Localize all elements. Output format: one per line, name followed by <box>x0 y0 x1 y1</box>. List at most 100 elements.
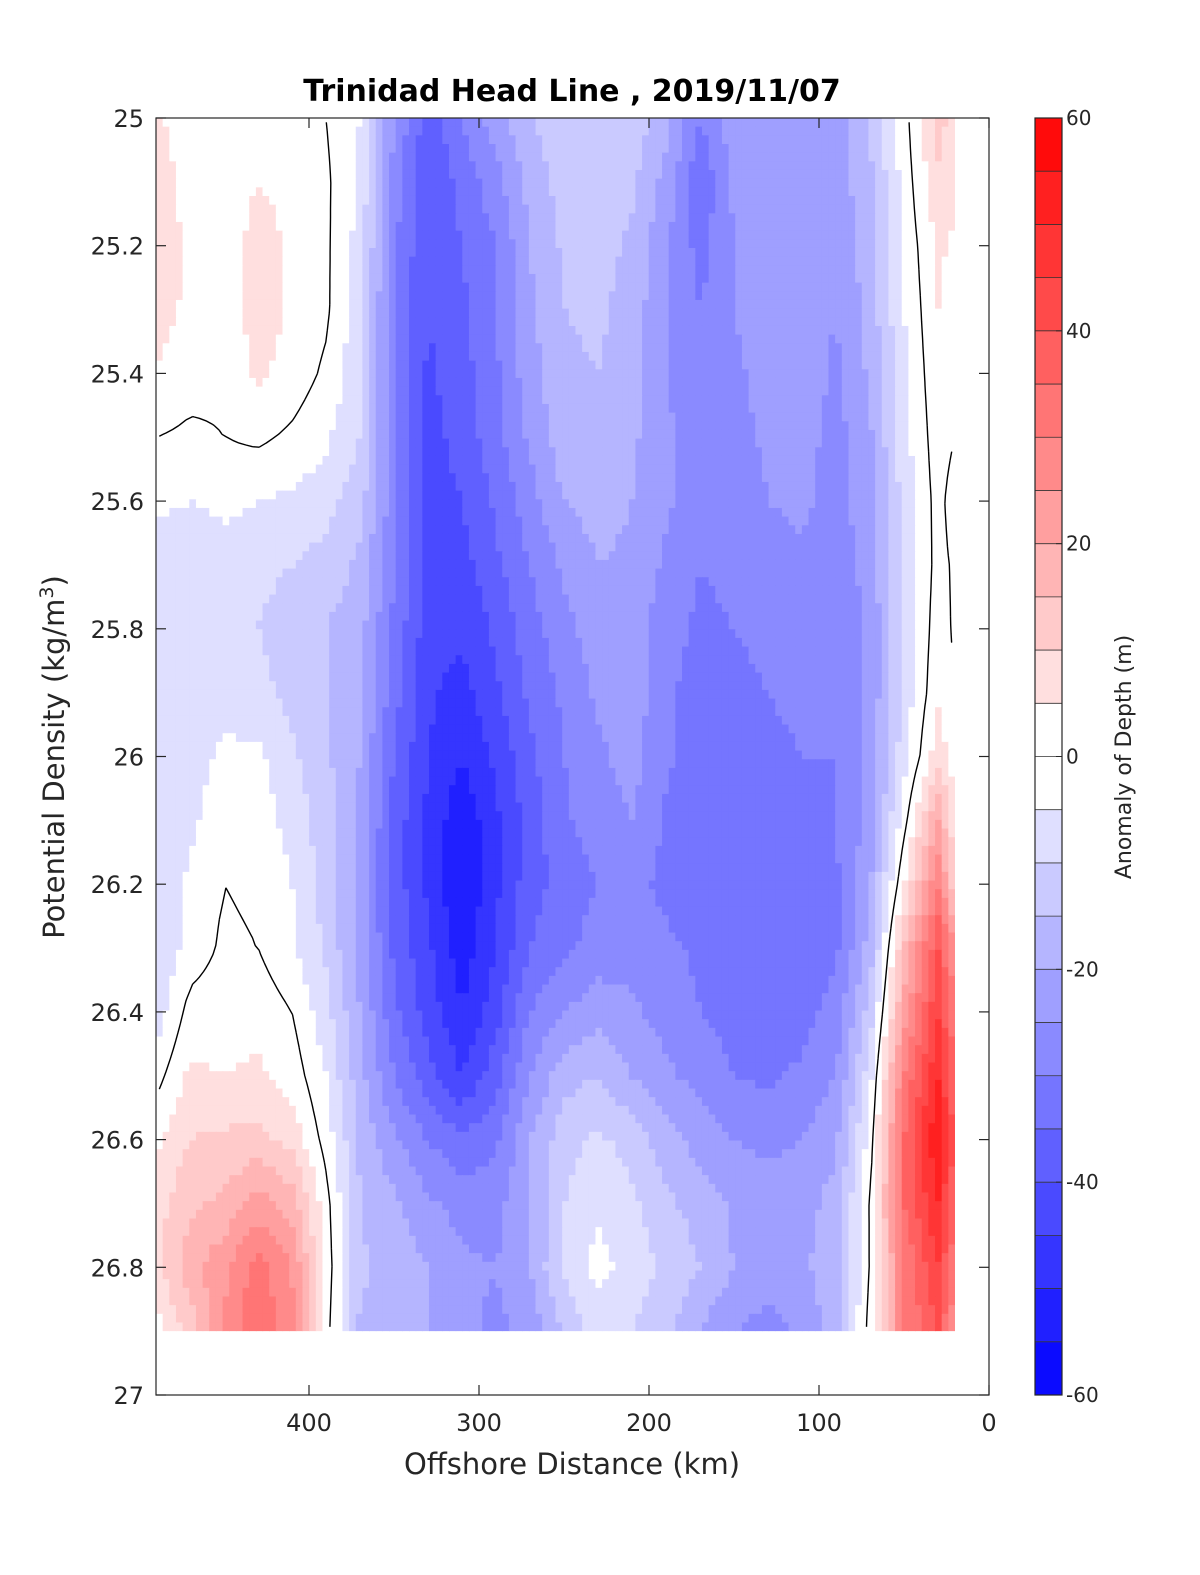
field-cell <box>595 439 602 448</box>
field-cell <box>882 153 889 162</box>
field-cell <box>935 300 942 309</box>
field-cell <box>549 309 556 318</box>
field-cell <box>356 127 363 136</box>
field-cell <box>449 161 456 170</box>
field-cell <box>709 430 716 439</box>
field-cell <box>802 335 809 344</box>
field-cell <box>629 127 636 136</box>
field-cell <box>269 378 276 387</box>
field-cell <box>376 118 383 127</box>
field-cell <box>283 326 290 335</box>
field-cell <box>888 387 895 396</box>
field-cell <box>322 326 329 335</box>
field-cell <box>336 257 343 266</box>
field-cell <box>269 395 276 404</box>
field-cell <box>942 291 949 300</box>
field-cell <box>536 196 543 205</box>
field-cell <box>582 439 589 448</box>
field-cell <box>635 118 642 127</box>
field-cell <box>289 465 296 474</box>
field-cell <box>263 283 270 292</box>
field-cell <box>236 326 243 335</box>
field-cell <box>163 265 170 274</box>
field-cell <box>522 473 529 482</box>
field-cell <box>848 144 855 153</box>
field-cell <box>795 135 802 144</box>
field-cell <box>436 144 443 153</box>
field-cell <box>502 170 509 179</box>
field-cell <box>908 187 915 196</box>
field-cell <box>922 196 929 205</box>
field-cell <box>848 187 855 196</box>
field-cell <box>462 179 469 188</box>
field-cell <box>735 118 742 127</box>
field-cell <box>509 231 516 240</box>
field-cell <box>396 378 403 387</box>
field-cell <box>589 421 596 430</box>
field-cell <box>189 430 196 439</box>
field-cell <box>655 274 662 283</box>
field-cell <box>828 447 835 456</box>
field-cell <box>409 265 416 274</box>
field-cell <box>263 144 270 153</box>
field-cell <box>629 335 636 344</box>
field-cell <box>382 205 389 214</box>
field-cell <box>243 326 250 335</box>
field-cell <box>888 439 895 448</box>
field-cell <box>622 473 629 482</box>
field-cell <box>169 144 176 153</box>
field-cell <box>848 369 855 378</box>
field-cell <box>569 291 576 300</box>
field-cell <box>682 161 689 170</box>
field-cell <box>762 118 769 127</box>
field-cell <box>462 222 469 231</box>
field-cell <box>675 300 682 309</box>
field-cell <box>902 213 909 222</box>
field-cell <box>729 283 736 292</box>
field-cell <box>635 205 642 214</box>
field-cell <box>163 144 170 153</box>
field-cell <box>715 274 722 283</box>
field-cell <box>389 265 396 274</box>
field-cell <box>855 430 862 439</box>
field-cell <box>336 127 343 136</box>
field-cell <box>183 127 190 136</box>
field-cell <box>828 274 835 283</box>
field-cell <box>815 421 822 430</box>
field-cell <box>895 231 902 240</box>
field-cell <box>615 118 622 127</box>
field-cell <box>755 222 762 231</box>
field-cell <box>156 352 163 361</box>
field-cell <box>336 300 343 309</box>
field-cell <box>316 144 323 153</box>
field-cell <box>276 170 283 179</box>
field-cell <box>802 118 809 127</box>
field-cell <box>316 430 323 439</box>
field-cell <box>749 213 756 222</box>
field-cell <box>522 378 529 387</box>
field-cell <box>456 378 463 387</box>
field-cell <box>243 274 250 283</box>
field-cell <box>516 352 523 361</box>
field-cell <box>569 335 576 344</box>
field-cell <box>456 222 463 231</box>
field-cell <box>762 378 769 387</box>
field-cell <box>702 300 709 309</box>
field-cell <box>882 326 889 335</box>
field-cell <box>862 127 869 136</box>
field-cell <box>389 274 396 283</box>
field-cell <box>742 144 749 153</box>
field-cell <box>362 274 369 283</box>
field-cell <box>635 421 642 430</box>
field-cell <box>689 135 696 144</box>
field-cell <box>469 257 476 266</box>
field-cell <box>522 387 529 396</box>
field-cell <box>775 343 782 352</box>
field-cell <box>169 239 176 248</box>
field-cell <box>163 413 170 422</box>
field-cell <box>263 153 270 162</box>
field-cell <box>342 248 349 257</box>
field-cell <box>948 421 955 430</box>
field-cell <box>882 144 889 153</box>
field-cell <box>802 187 809 196</box>
